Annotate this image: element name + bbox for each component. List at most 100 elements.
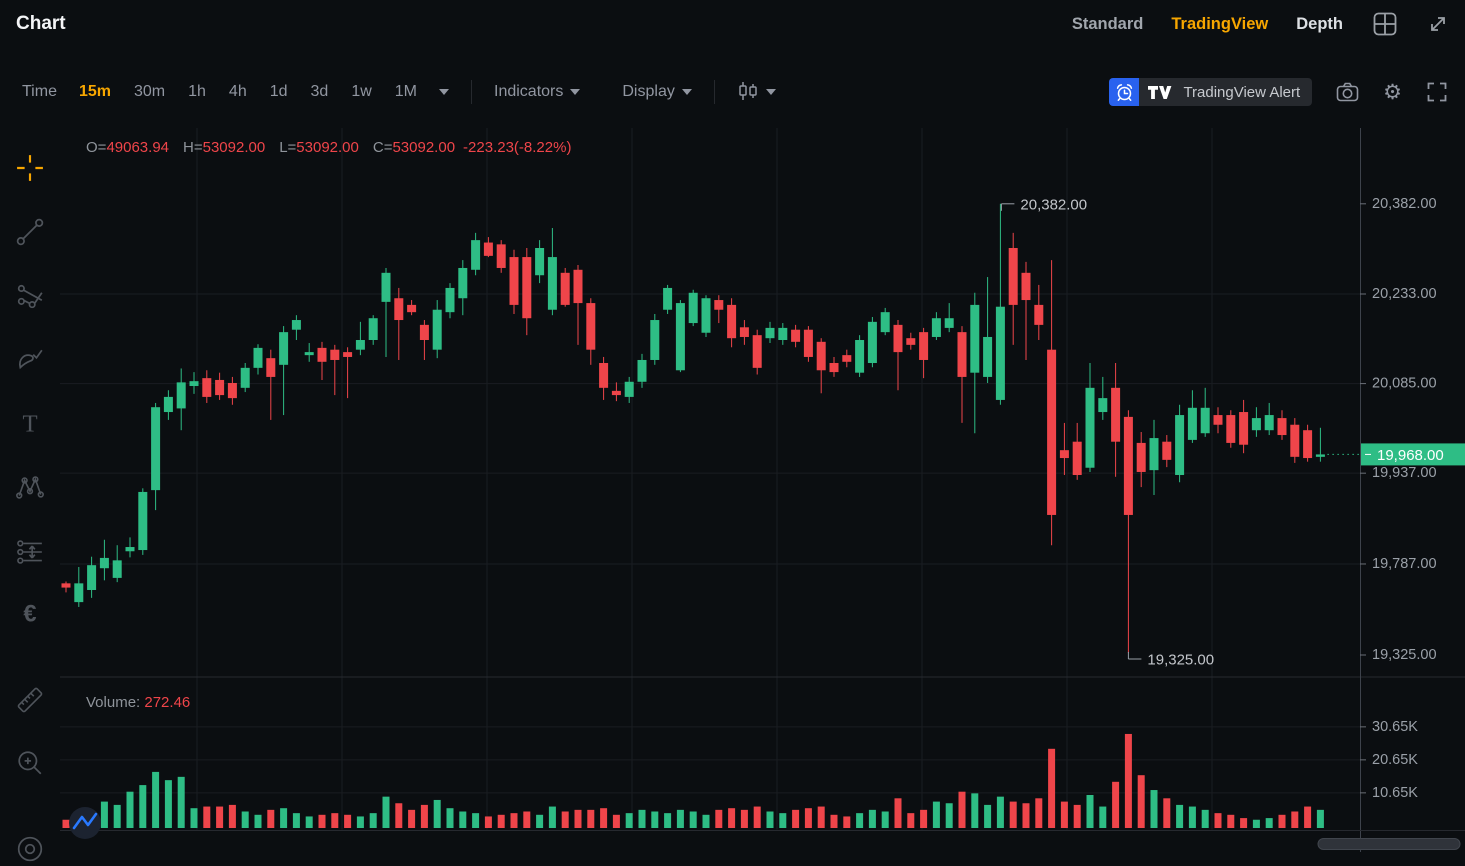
timeframe-1m[interactable]: 1M (394, 83, 417, 100)
candle-body (1162, 441, 1172, 460)
volume-bar (100, 801, 108, 828)
volume-bar (1035, 798, 1043, 828)
volume-bar (856, 813, 864, 828)
candle-body (573, 269, 583, 304)
candle-body (253, 347, 263, 368)
candle-body (599, 363, 609, 388)
volume-bar (356, 816, 364, 828)
candle-body (61, 583, 71, 588)
toolbar-divider (713, 80, 715, 104)
high-label: H= (183, 139, 203, 156)
volume-bar (126, 791, 134, 828)
brush-tool[interactable] (13, 343, 47, 377)
volume-bar (523, 811, 531, 828)
volume-bar (292, 813, 300, 828)
volume-bar (459, 811, 467, 828)
indicators-menu[interactable]: Indicators (494, 83, 581, 101)
price-range-tool[interactable]: € (13, 597, 47, 631)
timeframe-1h[interactable]: 1h (188, 83, 206, 100)
volume-bar (574, 809, 582, 828)
svg-text:€: € (23, 602, 36, 628)
volume-bar (932, 801, 940, 828)
candle-body (1200, 407, 1210, 434)
volume-bar (446, 808, 454, 828)
gann-fan-tool[interactable] (13, 279, 47, 313)
candle-body (663, 287, 673, 310)
tab-standard[interactable]: Standard (1071, 14, 1144, 33)
page-title: Chart (16, 13, 66, 34)
candle-body (176, 382, 186, 409)
zoom-in-tool[interactable] (13, 746, 47, 780)
tab-depth[interactable]: Depth (1296, 14, 1343, 33)
volume-bar (1009, 801, 1017, 828)
price-tick-label: 19,787.00 (1372, 556, 1437, 572)
candle-body (791, 329, 801, 342)
timeframe-15m[interactable]: 15m (78, 83, 111, 100)
alert-pill: TradingView Alert (1139, 78, 1313, 106)
candle-body (727, 304, 737, 339)
candle-body (995, 306, 1005, 400)
settings-gear-icon[interactable]: ⚙ (1383, 80, 1402, 104)
candle-body (343, 352, 353, 357)
display-menu[interactable]: Display (622, 83, 692, 101)
timeframe-4h[interactable]: 4h (228, 83, 247, 100)
timeframe-more-caret[interactable] (439, 89, 449, 95)
volume-bar (702, 814, 710, 828)
magnet-tool[interactable] (13, 832, 47, 866)
candle-body (867, 321, 877, 364)
candle-body (1226, 415, 1236, 443)
candle-body (74, 583, 84, 603)
magnet-icon (17, 836, 43, 862)
tab-tradingview[interactable]: TradingView (1171, 14, 1269, 33)
layout-grid-icon[interactable] (1373, 12, 1397, 36)
candle-body (842, 355, 852, 362)
candle-body (1136, 442, 1146, 472)
volume-bar (280, 808, 288, 828)
volume-bar (1060, 801, 1068, 828)
tradingview-logo-icon (1148, 85, 1172, 99)
candle-body (266, 358, 276, 377)
candle-body (944, 318, 954, 328)
camera-icon[interactable] (1336, 82, 1359, 102)
timeframe-30m[interactable]: 30m (134, 83, 166, 100)
expand-icon[interactable] (1427, 13, 1449, 35)
fullscreen-icon[interactable] (1426, 81, 1448, 103)
candle-body (1072, 441, 1082, 475)
timeframe-1w[interactable]: 1w (351, 83, 372, 100)
toolbar-right: TradingView Alert ⚙ (1109, 78, 1465, 106)
volume-bar (395, 803, 403, 828)
text-icon: T (22, 411, 37, 438)
low-marker-label: 19,325.00 (1147, 652, 1214, 669)
timeframe-1d[interactable]: 1d (269, 83, 288, 100)
volume-bar (1240, 818, 1248, 828)
candle-body (816, 341, 826, 371)
candle-body (688, 292, 698, 324)
candle-body (215, 379, 225, 396)
volume-bar (1086, 795, 1094, 828)
long-position-tool[interactable] (13, 535, 47, 569)
scrollbar-thumb[interactable] (1317, 838, 1461, 850)
high-value: 53092.00 (202, 139, 266, 156)
volume-bar (792, 809, 800, 828)
candle-body (99, 557, 109, 569)
candle-body (739, 327, 749, 337)
chart-style-menu[interactable] (737, 81, 776, 103)
candle-body (163, 396, 173, 413)
current-price-badge (1361, 443, 1465, 466)
tradingview-alert-button[interactable]: TradingView Alert (1109, 78, 1313, 106)
text-tool[interactable]: T (13, 407, 47, 441)
trend-line-tool[interactable] (13, 215, 47, 249)
candle-body (547, 257, 557, 310)
crosshair-icon (17, 155, 43, 181)
candle-body (1149, 438, 1159, 471)
ruler-tool[interactable] (13, 683, 47, 717)
xabcd-pattern-tool[interactable] (13, 471, 47, 505)
timeframe-3d[interactable]: 3d (310, 83, 329, 100)
candle-body (240, 367, 250, 388)
candle-body (381, 272, 391, 302)
chevron-down-icon (570, 89, 581, 95)
volume-tick-label: 20.65K (1372, 752, 1418, 768)
high-marker-label: 20,382.00 (1020, 196, 1087, 213)
crosshair-tool[interactable] (13, 151, 47, 185)
